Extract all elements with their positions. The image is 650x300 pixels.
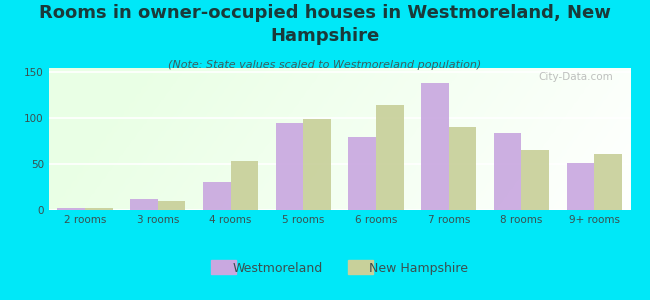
- Bar: [130, 199, 158, 210]
- Bar: [57, 208, 85, 210]
- Bar: [348, 137, 376, 210]
- Text: City-Data.com: City-Data.com: [538, 72, 613, 82]
- Text: Rooms in owner-occupied houses in Westmoreland, New
Hampshire: Rooms in owner-occupied houses in Westmo…: [39, 4, 611, 45]
- Bar: [158, 201, 185, 210]
- Bar: [594, 154, 622, 210]
- Bar: [494, 133, 521, 210]
- Bar: [85, 208, 112, 210]
- Bar: [448, 127, 476, 210]
- Text: (Note: State values scaled to Westmoreland population): (Note: State values scaled to Westmorela…: [168, 60, 482, 70]
- Bar: [304, 119, 331, 210]
- Bar: [521, 150, 549, 210]
- Legend: Westmoreland, New Hampshire: Westmoreland, New Hampshire: [211, 261, 468, 275]
- Bar: [376, 105, 404, 210]
- Bar: [231, 161, 258, 210]
- Bar: [203, 182, 231, 210]
- Bar: [421, 83, 448, 210]
- Bar: [567, 163, 594, 210]
- Bar: [276, 123, 304, 210]
